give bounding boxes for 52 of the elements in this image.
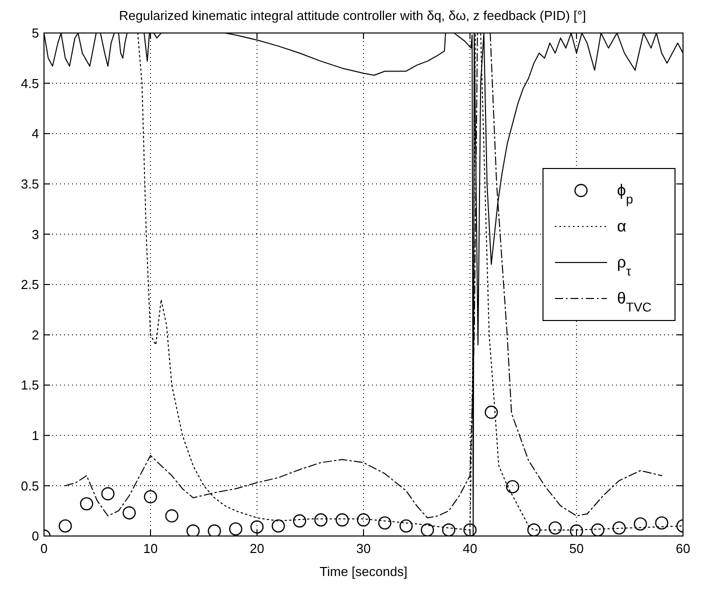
point	[293, 514, 306, 528]
point	[58, 519, 72, 533]
y-tick-label: 1	[32, 428, 39, 443]
x-axis-title: Time [seconds]	[320, 564, 408, 579]
point	[101, 487, 114, 500]
point	[591, 523, 604, 536]
point	[165, 509, 178, 522]
x-tick-label: 30	[356, 541, 371, 556]
legend-label: α	[617, 218, 626, 236]
point	[634, 517, 647, 531]
point	[378, 516, 392, 530]
point	[400, 519, 413, 533]
y-tick-label: 2.5	[20, 277, 39, 292]
y-tick-label: 2	[32, 327, 39, 342]
point	[612, 521, 626, 535]
point	[570, 524, 584, 536]
point	[80, 497, 94, 510]
legend-label: θ$_{TVC}$	[617, 290, 652, 314]
point	[272, 519, 285, 533]
point	[655, 516, 668, 530]
y-tick-label: 4	[32, 126, 39, 142]
point	[548, 521, 562, 535]
y-tick-label: 0	[32, 528, 39, 544]
x-tick-label: 50	[569, 541, 584, 556]
legend-label: ϕ$_{p}$	[617, 182, 634, 206]
point	[442, 523, 456, 536]
x-tick-label: 10	[143, 541, 158, 556]
point	[314, 513, 328, 527]
point	[144, 490, 158, 504]
x-tick-label: 20	[250, 541, 264, 556]
legend-label: ρ$_{τ}$	[617, 254, 632, 278]
x-tick-label: 40	[462, 541, 478, 556]
point	[208, 524, 221, 536]
x-tick-label: 60	[676, 541, 690, 556]
y-tick-label: 1.5	[20, 378, 39, 393]
point	[122, 506, 136, 520]
point	[420, 523, 434, 536]
y-tick-label: 3.5	[20, 176, 39, 192]
y-tick-label: 0.5	[20, 478, 39, 494]
point	[356, 513, 370, 527]
point	[527, 523, 540, 536]
point	[506, 480, 520, 494]
y-tick-label: 3	[32, 226, 39, 242]
chart-title: Regularized kinematic integral attitude controller with δq, δω, z feedback (PID) [°]	[119, 8, 586, 23]
point	[186, 524, 200, 536]
point	[463, 523, 477, 536]
y-tick-label: 4.5	[20, 76, 39, 91]
point	[250, 520, 264, 534]
y-tick-label: 5	[32, 26, 39, 41]
point	[336, 513, 349, 527]
point	[229, 522, 242, 536]
point	[484, 406, 498, 419]
